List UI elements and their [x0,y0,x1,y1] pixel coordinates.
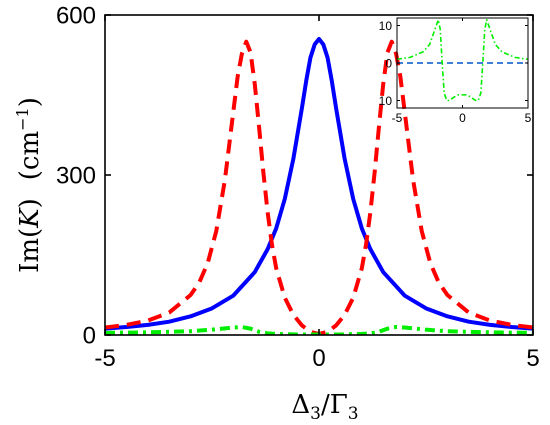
y-axis-label: Im(K)(cm−1) [13,97,45,273]
inset-x-tick-label: 5 [525,111,532,125]
inset-series-dashdot-line [397,19,528,102]
main-x-tick-label: 5 [526,345,539,372]
x-axis-label: Δ3/Γ3 [291,390,358,424]
inset-x-tick-label: -5 [392,111,403,125]
main-series-dashed-line [105,39,533,335]
main-y-tick-label: 600 [56,3,96,30]
inset-y-tick-label: 10 [379,94,393,108]
main-y-tick-label: 300 [56,163,96,190]
main-x-tick-label: 0 [312,345,325,372]
inset-y-tick-label: 0 [385,56,392,70]
inset-y-tick-label: 10 [379,19,393,33]
inset-plot: -5 0 5 10 0 10 [379,17,532,125]
main-series-solid-line [105,37,533,331]
main-y-tick-label: 0 [83,323,96,350]
main-x-tick-label: -5 [94,345,115,372]
inset-x-tick-label: 0 [459,111,466,125]
